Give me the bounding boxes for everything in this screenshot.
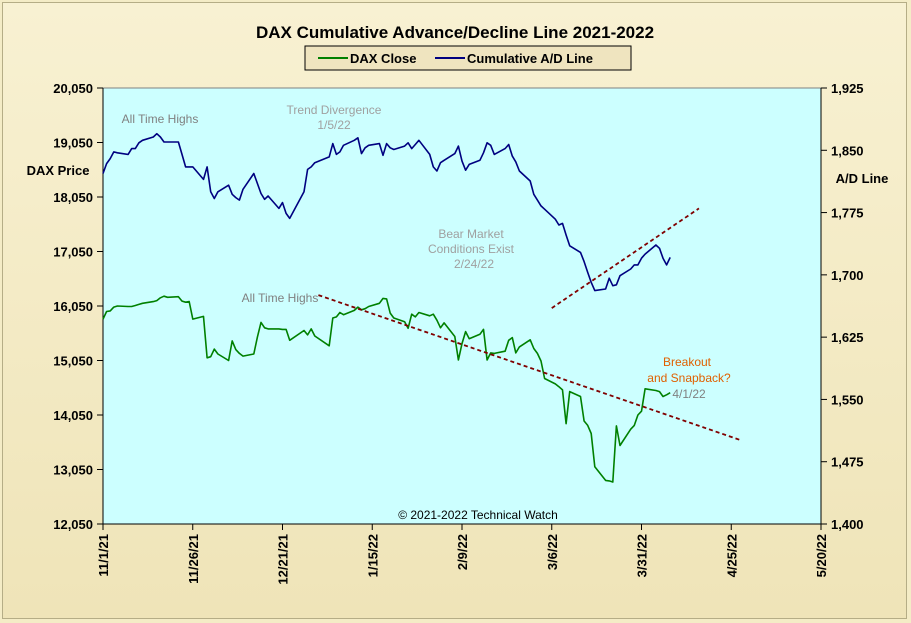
annotation-text: Conditions Exist [428, 242, 515, 256]
right-axis: 1,925 1,850 1,775 1,700 1,625 1,550 1,475 1,400 [820, 81, 864, 532]
annotation-text: and Snapback? [647, 371, 731, 385]
series-line-ad-line [102, 132, 671, 292]
annotation-text: 4/1/22 [672, 387, 706, 401]
right-tick-label: 1,700 [831, 268, 864, 283]
left-tick-label: 12,050 [53, 517, 93, 532]
trendline-layer [318, 207, 743, 442]
legend-box [304, 45, 632, 71]
left-axis: 20,050 19,050 18,050 17,050 16,050 15,050 14,0… [53, 81, 104, 532]
right-axis-label: A/D Line [836, 171, 889, 186]
legend: DAX Close Cumulative A/D Line [304, 45, 632, 71]
annotation-text: Breakout [663, 355, 712, 369]
trendline-dax-resistance [318, 294, 743, 442]
right-tick-label: 1,925 [831, 81, 864, 96]
annotation-text: All Time Highs [122, 112, 199, 126]
x-tick-label: 3/31/22 [635, 534, 650, 577]
annotation-text: 2/24/22 [454, 257, 494, 271]
left-tick-label: 13,050 [53, 463, 93, 478]
left-tick-label: 14,050 [53, 408, 93, 423]
series-line-dax-close [102, 295, 671, 483]
x-tick-label: 5/20/22 [814, 534, 829, 577]
annotation-text: 1/5/22 [317, 118, 351, 132]
left-tick-label: 16,050 [53, 299, 93, 314]
left-tick-label: 15,050 [53, 354, 93, 369]
x-tick-label: 2/9/22 [455, 534, 470, 570]
left-tick-label: 18,050 [53, 190, 93, 205]
right-tick-label: 1,850 [831, 143, 864, 158]
right-tick-label: 1,400 [831, 517, 864, 532]
series-layer [102, 132, 671, 483]
x-tick-label: 4/25/22 [724, 534, 739, 577]
legend-label-ad-line: Cumulative A/D Line [467, 51, 593, 66]
plot-area [102, 87, 822, 525]
left-axis-label: DAX Price [27, 163, 90, 178]
annotation-text: Bear Market [438, 227, 504, 241]
left-tick-label: 17,050 [53, 245, 93, 260]
legend-label-dax-close: DAX Close [350, 51, 416, 66]
right-tick-label: 1,625 [831, 330, 864, 345]
x-tick-label: 12/21/21 [276, 534, 291, 585]
trendline-ad-support [551, 207, 700, 309]
left-tick-label: 20,050 [53, 81, 93, 96]
right-tick-label: 1,550 [831, 392, 864, 407]
x-tick-label: 3/6/22 [545, 534, 560, 570]
x-tick-label: 11/26/21 [186, 534, 201, 584]
annotation-text: All Time Highs [242, 291, 319, 305]
left-tick-label: 19,050 [53, 136, 93, 151]
x-tick-label: 11/1/21 [96, 534, 111, 577]
right-tick-label: 1,775 [831, 206, 864, 221]
copyright-text: © 2021-2022 Technical Watch [398, 508, 558, 522]
chart-title: DAX Cumulative Advance/Decline Line 2021… [256, 23, 654, 42]
right-tick-label: 1,475 [831, 455, 864, 470]
x-tick-label: 1/15/22 [365, 534, 380, 577]
annotation-text: Trend Divergence [287, 103, 382, 117]
x-axis: 11/1/21 11/26/21 12/21/21 1/15/22 2/9/22 3/6/… [96, 523, 829, 585]
